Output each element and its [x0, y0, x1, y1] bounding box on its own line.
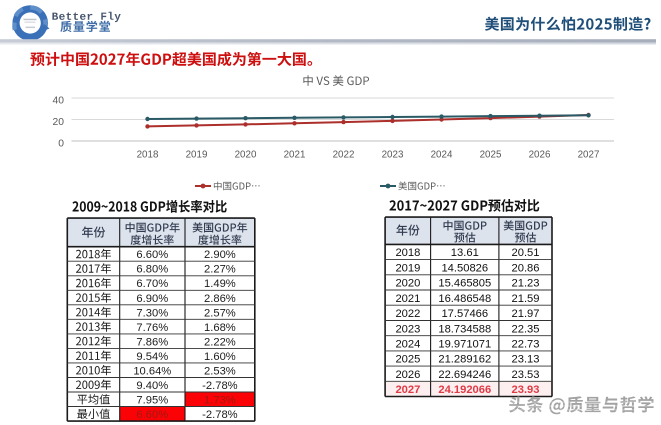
svg-text:2.86%: 2.86% [204, 293, 236, 305]
svg-text:6.90%: 6.90% [136, 293, 168, 305]
svg-text:6.70%: 6.70% [136, 278, 168, 290]
svg-text:16.486548: 16.486548 [438, 293, 491, 305]
svg-text:2020: 2020 [235, 150, 257, 161]
svg-text:2025: 2025 [395, 354, 420, 366]
svg-text:2.22%: 2.22% [204, 336, 236, 348]
svg-text:23.93: 23.93 [512, 384, 540, 396]
svg-text:22.73: 22.73 [512, 339, 540, 351]
svg-text:22.35: 22.35 [512, 323, 540, 335]
svg-text:1.49%: 1.49% [204, 278, 236, 290]
svg-text:18.734588: 18.734588 [438, 323, 491, 335]
svg-text:22.694246: 22.694246 [438, 369, 491, 381]
svg-text:2027: 2027 [578, 150, 600, 161]
svg-text:1.73%: 1.73% [204, 395, 236, 407]
svg-text:6.60%: 6.60% [136, 409, 168, 421]
svg-text:15.465805: 15.465805 [438, 278, 491, 290]
svg-text:2024: 2024 [431, 150, 453, 161]
svg-text:23.13: 23.13 [512, 354, 540, 366]
svg-text:14.50826: 14.50826 [441, 262, 488, 274]
svg-text:9.40%: 9.40% [136, 380, 168, 392]
svg-text:2020: 2020 [395, 278, 420, 290]
svg-text:9.54%: 9.54% [136, 351, 168, 363]
svg-text:40: 40 [53, 96, 65, 107]
svg-text:2021: 2021 [395, 293, 420, 305]
svg-text:6.60%: 6.60% [136, 249, 168, 261]
svg-text:2027: 2027 [395, 384, 420, 396]
svg-text:-2.78%: -2.78% [202, 380, 237, 392]
svg-text:19.971071: 19.971071 [438, 339, 491, 351]
svg-text:23.53: 23.53 [512, 369, 540, 381]
svg-text:6.80%: 6.80% [136, 264, 168, 276]
svg-text:20: 20 [53, 117, 65, 128]
svg-text:1.68%: 1.68% [204, 322, 236, 334]
svg-text:2.90%: 2.90% [204, 249, 236, 261]
svg-text:21.59: 21.59 [512, 293, 540, 305]
svg-text:2.57%: 2.57% [204, 307, 236, 319]
svg-text:2018: 2018 [137, 150, 159, 161]
svg-text:2019: 2019 [186, 150, 208, 161]
svg-text:13.61: 13.61 [451, 247, 479, 259]
svg-text:24.192066: 24.192066 [438, 384, 491, 396]
svg-text:2.27%: 2.27% [204, 264, 236, 276]
svg-text:2018: 2018 [395, 247, 420, 259]
svg-text:2026: 2026 [395, 369, 420, 381]
svg-text:2024: 2024 [395, 339, 420, 351]
svg-text:7.86%: 7.86% [136, 336, 168, 348]
svg-text:7.95%: 7.95% [136, 395, 168, 407]
svg-text:2022: 2022 [333, 150, 355, 161]
svg-text:0: 0 [58, 139, 64, 150]
svg-text:7.30%: 7.30% [136, 307, 168, 319]
svg-text:17.57466: 17.57466 [441, 308, 488, 320]
svg-text:2025: 2025 [480, 150, 502, 161]
svg-text:2.53%: 2.53% [204, 365, 236, 377]
svg-text:2023: 2023 [395, 323, 420, 335]
svg-text:-2.78%: -2.78% [202, 409, 237, 421]
svg-text:2023: 2023 [382, 150, 404, 161]
svg-text:21.23: 21.23 [512, 278, 540, 290]
svg-text:2021: 2021 [284, 150, 306, 161]
svg-text:21.97: 21.97 [512, 308, 540, 320]
svg-text:10.64%: 10.64% [133, 365, 171, 377]
svg-text:7.76%: 7.76% [136, 322, 168, 334]
svg-text:2019: 2019 [395, 262, 420, 274]
svg-text:21.289162: 21.289162 [438, 354, 491, 366]
svg-text:2022: 2022 [395, 308, 420, 320]
svg-text:20.51: 20.51 [512, 247, 540, 259]
svg-text:20.86: 20.86 [512, 262, 540, 274]
svg-text:2026: 2026 [529, 150, 551, 161]
svg-text:1.60%: 1.60% [204, 351, 236, 363]
